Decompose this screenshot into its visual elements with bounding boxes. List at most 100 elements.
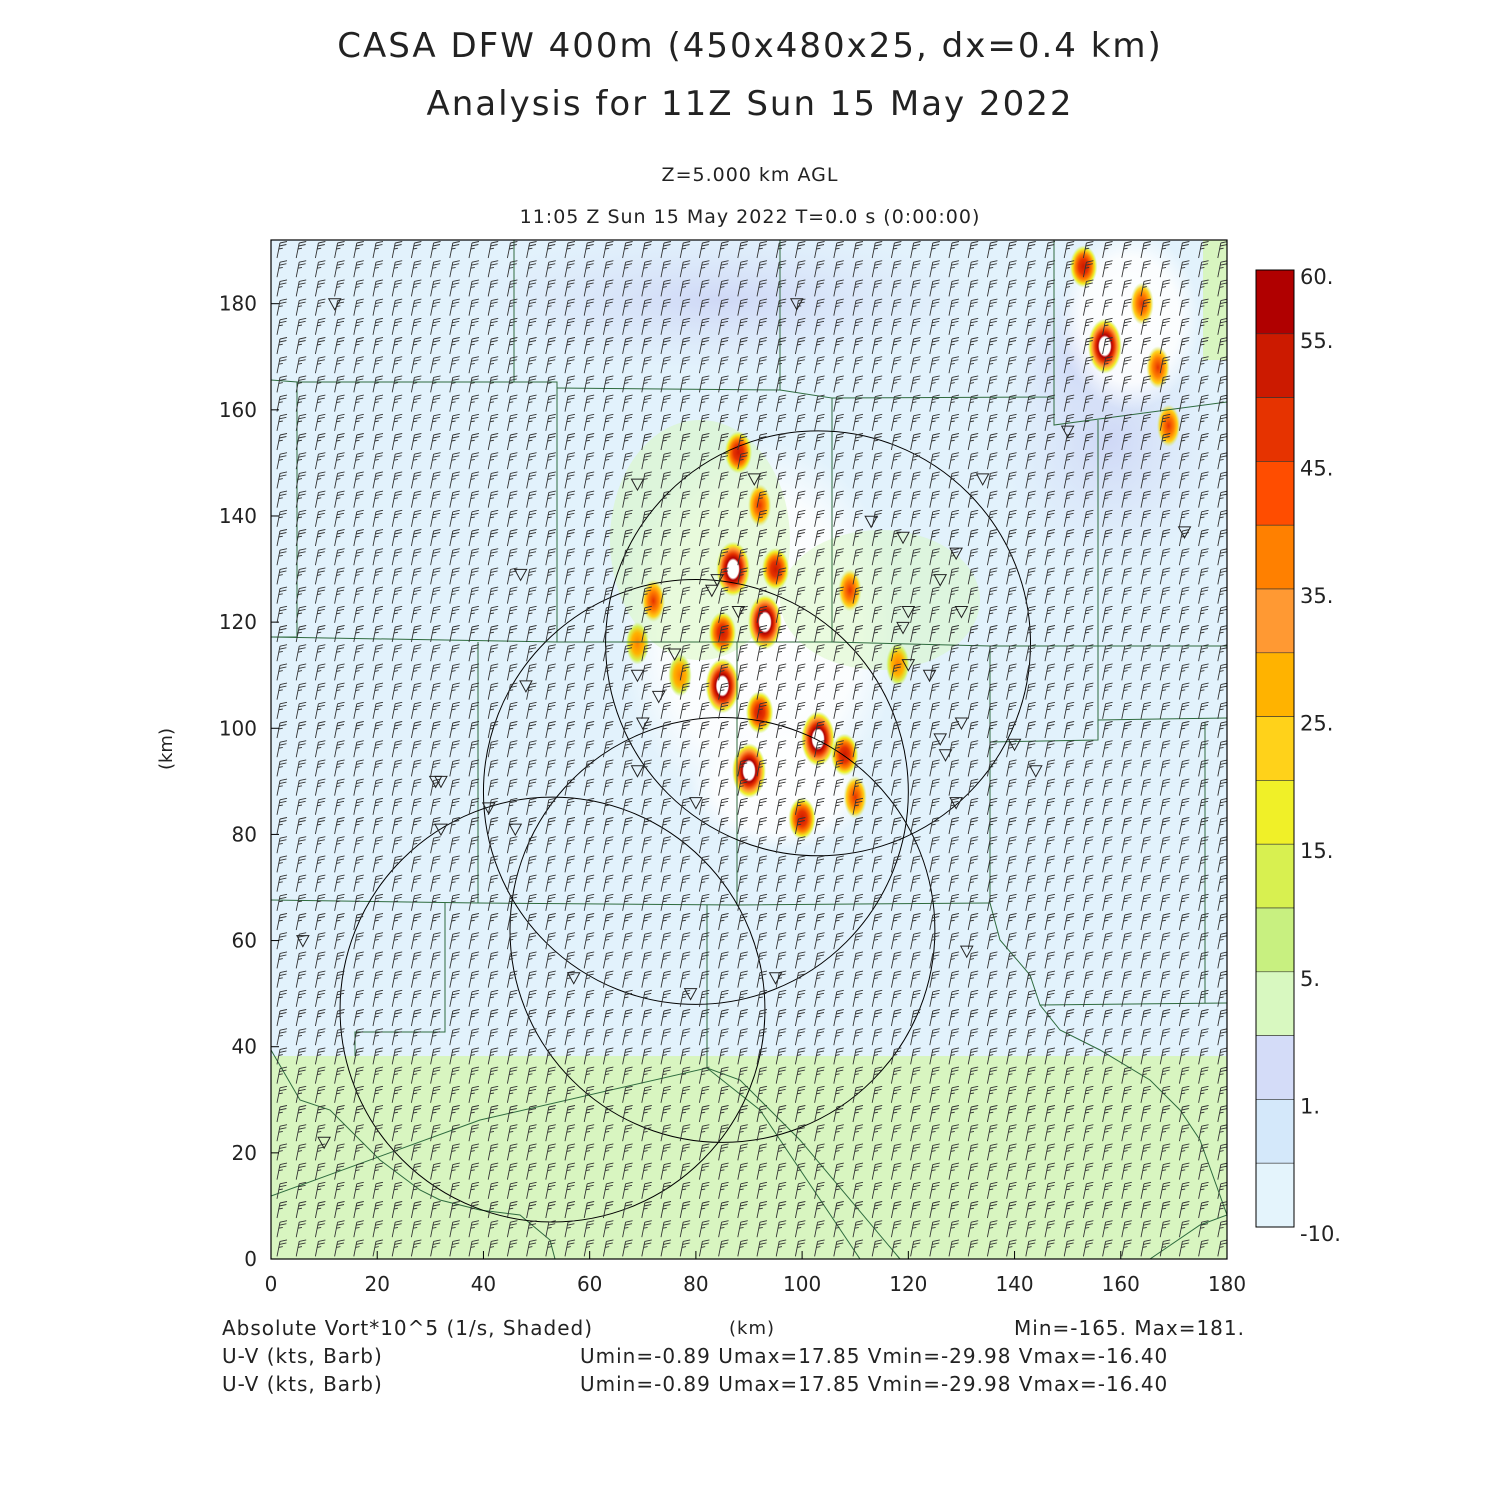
station-marker	[768, 972, 783, 985]
storm-cell	[625, 622, 650, 665]
colorbar-label: 5.	[1300, 967, 1320, 991]
storm-cell	[1146, 346, 1170, 389]
station-marker	[938, 749, 953, 762]
colorbar-swatch	[1255, 461, 1295, 526]
colorbar-frame	[1255, 269, 1295, 1228]
station-marker	[901, 606, 916, 619]
storm-cell	[747, 484, 772, 527]
station-marker	[949, 547, 963, 561]
y-tick-label: 0	[244, 1247, 257, 1271]
storm-cell	[1069, 245, 1098, 288]
barb-legend-2: U-V (kts, Barb)	[222, 1372, 383, 1396]
storm-cell	[745, 691, 774, 734]
colorbar-label: 15.	[1300, 839, 1333, 863]
station-markers	[296, 298, 1192, 1150]
station-marker	[1028, 765, 1043, 778]
station-marker	[508, 823, 523, 837]
station-marker	[317, 1136, 331, 1150]
storm-cell	[641, 579, 666, 623]
county-line	[1039, 1004, 1227, 1216]
station-marker	[513, 568, 528, 582]
time-subtitle: 11:05 Z Sun 15 May 2022 T=0.0 s (0:00:00…	[519, 206, 981, 228]
colorbar-swatch	[1255, 907, 1295, 973]
station-marker	[566, 972, 581, 985]
station-marker	[933, 733, 948, 746]
station-marker	[864, 515, 878, 529]
colorbar-swatch	[1255, 652, 1295, 717]
station-marker	[667, 648, 682, 662]
station-marker	[327, 298, 342, 311]
station-marker	[630, 478, 645, 492]
station-marker	[630, 669, 645, 683]
county-line	[297, 381, 558, 642]
station-marker	[954, 606, 969, 619]
radar-ring	[509, 717, 936, 1143]
colorbar-swatch	[1255, 269, 1295, 335]
station-marker	[704, 584, 719, 598]
colorbar-label: 1.	[1300, 1094, 1320, 1118]
y-tick-label: 120	[219, 610, 257, 634]
station-marker	[954, 717, 969, 731]
storm-cell	[761, 547, 790, 591]
colorbar-label: 55.	[1300, 329, 1333, 353]
station-marker	[949, 797, 963, 810]
x-tick-label: 100	[783, 1272, 821, 1296]
storm-cell	[843, 776, 867, 819]
station-marker	[901, 659, 916, 672]
station-marker	[731, 606, 746, 619]
station-marker	[1177, 526, 1192, 539]
x-tick-label: 140	[995, 1272, 1033, 1296]
y-axis-label: (km)	[156, 728, 177, 770]
station-marker	[1060, 425, 1075, 439]
station-marker	[635, 717, 650, 731]
station-marker	[630, 765, 645, 778]
x-tick-label: 0	[265, 1272, 278, 1296]
colorbar-swatch	[1255, 524, 1295, 590]
min-max-readout: Min=-165. Max=181.	[1014, 1316, 1245, 1340]
storm-cell	[716, 541, 751, 597]
station-marker	[789, 298, 804, 311]
x-tick-label: 80	[683, 1272, 708, 1296]
station-marker	[933, 574, 948, 587]
x-tick-label: 180	[1208, 1272, 1246, 1296]
map-title-line2: Analysis for 11Z Sun 15 May 2022	[426, 84, 1074, 124]
colorbar-swatch	[1255, 588, 1295, 654]
colorbar-swatch	[1255, 1162, 1295, 1228]
storm-cell	[747, 594, 782, 650]
colorbar-swatch	[1255, 397, 1295, 462]
station-marker	[959, 945, 974, 959]
level-subtitle: Z=5.000 km AGL	[661, 164, 839, 186]
x-axis-label: (km)	[729, 1318, 776, 1339]
barb-legend-1: U-V (kts, Barb)	[222, 1344, 383, 1368]
wind-barbs	[276, 241, 1227, 1257]
barb-stats-1: Umin=-0.89 Umax=17.85 Vmin=-29.98 Vmax=-…	[580, 1344, 1169, 1368]
storm-cell	[838, 569, 862, 612]
colorbar-swatch	[1255, 843, 1295, 909]
station-marker	[683, 988, 698, 1001]
vorticity-shading	[271, 240, 1227, 1259]
x-tick-label: 40	[471, 1272, 496, 1296]
colorbar-label: -10.	[1300, 1222, 1341, 1246]
county-line	[271, 1049, 556, 1259]
colorbar-swatch	[1255, 780, 1295, 845]
storm-cell	[705, 658, 740, 714]
y-tick-label: 180	[219, 292, 257, 316]
county-line	[1053, 397, 1227, 426]
station-marker	[519, 680, 533, 693]
radar-ring	[482, 579, 909, 1005]
x-axis: 0 20 40 60 80 100 120 140 160 180	[265, 1251, 1246, 1296]
x-tick-label: 120	[889, 1272, 927, 1296]
y-tick-label: 100	[219, 716, 257, 740]
storm-cell	[830, 733, 859, 777]
colorbar: 60. 55. 45. 35. 25. 15. 5. 1. -10.	[1255, 265, 1341, 1246]
storm-cell	[1130, 282, 1154, 325]
station-marker	[896, 621, 910, 635]
station-marker	[922, 669, 937, 683]
colorbar-label: 45.	[1300, 456, 1333, 480]
colorbar-swatch	[1255, 716, 1295, 781]
county-line	[1097, 717, 1227, 721]
station-marker	[747, 473, 762, 486]
storm-cell	[1087, 318, 1122, 374]
colorbar-swatch	[1255, 971, 1295, 1036]
